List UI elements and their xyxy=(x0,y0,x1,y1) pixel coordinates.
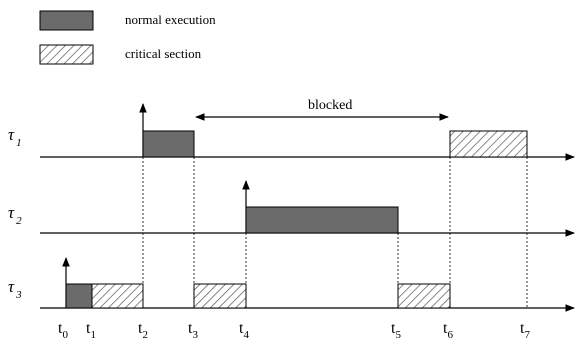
legend: normal execution critical section xyxy=(39,10,216,65)
time-label-t1: t1 xyxy=(86,320,96,341)
task-1-normal-block xyxy=(142,130,195,158)
task-2-normal-block xyxy=(245,206,399,234)
time-guides xyxy=(142,157,528,308)
time-label-t5: t5 xyxy=(391,320,401,341)
task-3-critical-block-3 xyxy=(397,283,451,309)
task-3-critical-block-2 xyxy=(193,283,247,309)
legend-critical-swatch xyxy=(39,44,94,65)
time-label-t0: t0 xyxy=(58,320,68,341)
time-labels: t0 t1 t2 t3 t4 t5 t6 t7 xyxy=(58,320,530,341)
time-label-t4: t4 xyxy=(239,320,249,341)
time-label-t6: t6 xyxy=(443,320,453,341)
blocked-label: blocked xyxy=(308,98,352,113)
time-label-t3: t3 xyxy=(188,320,198,341)
execution-blocks xyxy=(65,130,528,309)
legend-normal-label: normal execution xyxy=(125,12,216,27)
legend-normal-swatch xyxy=(39,10,94,31)
legend-critical-label: critical section xyxy=(125,46,202,61)
task-3-critical-block-1 xyxy=(91,283,144,309)
task-3-normal-block xyxy=(65,283,93,309)
time-label-t2: t2 xyxy=(138,320,148,341)
time-label-t7: t7 xyxy=(520,320,530,341)
task-1-critical-block xyxy=(449,130,528,158)
